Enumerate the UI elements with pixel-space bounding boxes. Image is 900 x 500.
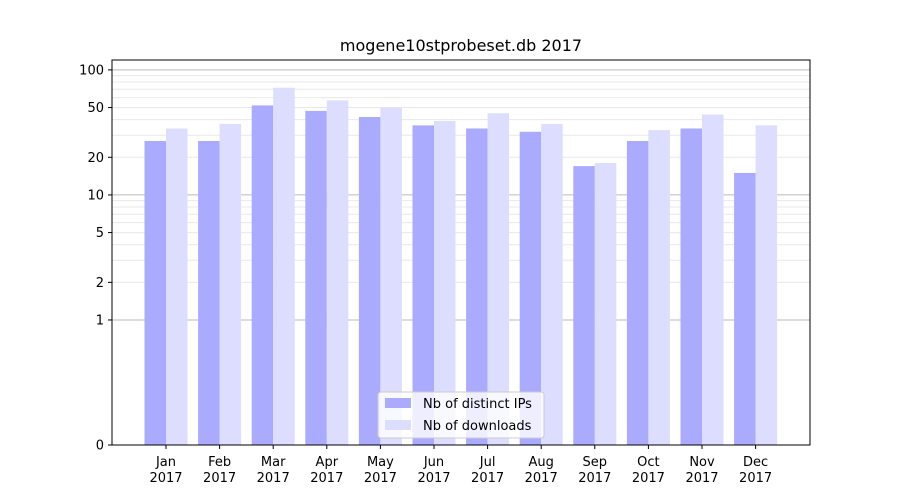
x-tick-label-month: Sep [583, 455, 608, 470]
legend-swatch-downloads [385, 420, 411, 430]
legend-swatch-distinct-ips [385, 398, 411, 408]
x-tick-label-month: Feb [208, 455, 231, 470]
x-tick-label-month: Aug [529, 455, 554, 470]
y-tick-label: 0 [96, 439, 104, 454]
bar-distinct-ips-jul [466, 128, 488, 445]
bar-downloads-jun [434, 121, 456, 446]
chart-title: mogene10stprobeset.db 2017 [340, 36, 582, 55]
bars [144, 87, 778, 446]
bar-downloads-aug [541, 123, 563, 445]
x-tick-label-year: 2017 [578, 471, 611, 486]
y-tick-label: 5 [96, 226, 104, 241]
x-tick-label-month: Jul [479, 455, 496, 470]
y-tick-label: 20 [87, 151, 104, 166]
legend-label-distinct-ips: Nb of distinct IPs [423, 397, 532, 412]
bar-distinct-ips-nov [680, 128, 702, 445]
bar-downloads-nov [702, 114, 724, 445]
x-tick-label-month: Jan [155, 455, 176, 470]
bar-downloads-oct [648, 130, 670, 445]
x-tick-label-month: Dec [743, 455, 768, 470]
bar-distinct-ips-feb [198, 140, 220, 445]
x-tick-label-month: Mar [261, 455, 286, 470]
bar-downloads-mar [273, 87, 295, 445]
y-tick-label: 2 [96, 276, 104, 291]
x-tick-label-year: 2017 [525, 471, 558, 486]
bar-distinct-ips-sep [573, 166, 595, 445]
bar-distinct-ips-dec [734, 172, 756, 445]
x-tick-label-month: Apr [316, 455, 339, 470]
bar-distinct-ips-aug [519, 131, 542, 445]
bar-distinct-ips-oct [626, 140, 649, 445]
bar-distinct-ips-jun [412, 125, 434, 445]
x-tick-label-month: May [367, 455, 394, 470]
bar-downloads-feb [219, 123, 242, 445]
plot-frame [111, 59, 811, 446]
y-tick-label: 100 [79, 63, 104, 78]
bar-downloads-apr [326, 100, 349, 445]
x-tick-label-year: 2017 [310, 471, 343, 486]
bar-distinct-ips-jan [144, 140, 166, 445]
legend: Nb of distinct IPs Nb of downloads [377, 391, 545, 439]
x-tick-label-year: 2017 [149, 471, 182, 486]
bar-distinct-ips-may [358, 117, 381, 445]
x-tick-label-year: 2017 [471, 471, 504, 486]
x-tick-label-year: 2017 [632, 471, 665, 486]
x-tick-label-year: 2017 [257, 471, 290, 486]
bar-downloads-may [380, 107, 402, 446]
bar-distinct-ips-apr [305, 110, 327, 445]
x-tick-label-year: 2017 [203, 471, 236, 486]
x-tick-label-year: 2017 [417, 471, 450, 486]
x-axis-ticks: Jan2017Feb2017Mar2017Apr2017May2017Jun20… [149, 445, 772, 486]
bar-distinct-ips-mar [251, 105, 274, 446]
x-tick-label-year: 2017 [685, 471, 718, 486]
y-axis-ticks: 0 1 2 5 10 20 50 100 [79, 63, 112, 454]
x-tick-label-year: 2017 [739, 471, 772, 486]
y-tick-label: 50 [87, 101, 104, 116]
bar-downloads-jan [166, 128, 188, 445]
bar-downloads-dec [755, 125, 778, 445]
legend-box [377, 391, 545, 439]
x-tick-label-month: Jun [423, 455, 444, 470]
x-tick-label-year: 2017 [364, 471, 397, 486]
x-tick-label-month: Oct [637, 455, 659, 470]
bar-downloads-jul [487, 113, 510, 445]
y-tick-label: 10 [87, 188, 104, 203]
legend-label-downloads: Nb of downloads [423, 419, 532, 434]
y-tick-label: 1 [96, 313, 104, 328]
bar-downloads-sep [594, 163, 617, 445]
x-tick-label-month: Nov [689, 455, 715, 470]
